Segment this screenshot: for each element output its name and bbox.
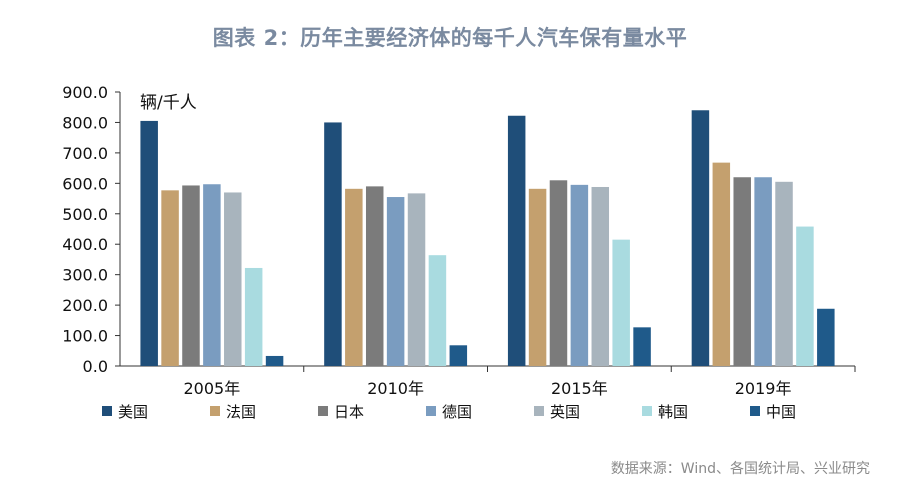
bar-1-3 [507, 115, 526, 366]
bar-2-3 [528, 188, 547, 366]
legend-label: 韩国 [658, 403, 688, 421]
bar-5-4 [775, 181, 793, 366]
legend-swatch [102, 406, 112, 416]
legend-label: 中国 [766, 403, 796, 421]
y-tick-label: 200.0 [62, 296, 108, 315]
bar-6-2 [428, 255, 447, 366]
x-tick-label: 2019年 [735, 379, 792, 398]
y-axis-label: 辆/千人 [140, 93, 197, 113]
bar-1-1 [140, 120, 158, 366]
bar-3-4 [733, 177, 751, 366]
bar-7-1 [265, 355, 284, 366]
legend-label: 德国 [442, 403, 472, 421]
x-tick-label: 2015年 [551, 379, 608, 398]
bar-1-2 [324, 122, 342, 366]
chart-title: 图表 2：历年主要经济体的每千人汽车保有量水平 [212, 26, 688, 50]
bar-7-3 [633, 327, 651, 366]
bar-6-3 [612, 239, 630, 366]
bar-1-4 [691, 110, 710, 367]
bar-3-2 [365, 186, 384, 366]
legend-label: 美国 [118, 403, 148, 421]
bar-2-1 [161, 190, 179, 366]
legend-swatch [318, 406, 328, 416]
source-note: 数据来源：Wind、各国统计局、兴业研究 [610, 461, 870, 477]
bar-4-3 [570, 184, 589, 366]
x-tick-label: 2005年 [184, 379, 241, 398]
y-tick-label: 900.0 [62, 83, 108, 102]
legend-label: 法国 [226, 403, 256, 421]
legend-swatch [642, 406, 652, 416]
bar-6-4 [796, 226, 814, 366]
legend-swatch [426, 406, 436, 416]
y-tick-label: 400.0 [62, 235, 108, 254]
bar-7-4 [817, 308, 835, 366]
bar-4-4 [754, 177, 772, 366]
legend-swatch [750, 406, 760, 416]
x-tick-label: 2010年 [367, 379, 424, 398]
y-tick-label: 500.0 [62, 205, 108, 224]
bar-5-2 [407, 193, 426, 366]
bar-4-2 [386, 197, 405, 366]
legend-swatch [534, 406, 544, 416]
bar-4-1 [203, 184, 221, 366]
y-tick-label: 800.0 [62, 113, 108, 132]
bar-5-1 [224, 192, 242, 366]
bar-3-3 [549, 180, 568, 366]
bar-7-2 [449, 345, 468, 366]
legend-label: 英国 [550, 403, 580, 421]
bar-2-2 [345, 188, 363, 366]
y-tick-label: 300.0 [62, 266, 108, 285]
legend-label: 日本 [334, 403, 364, 421]
bar-6-1 [244, 267, 263, 366]
legend-swatch [210, 406, 220, 416]
bar-2-4 [712, 162, 731, 366]
y-tick-label: 0.0 [83, 357, 108, 376]
y-tick-label: 700.0 [62, 144, 108, 163]
bar-3-1 [182, 185, 200, 366]
y-tick-label: 600.0 [62, 174, 108, 193]
bar-5-3 [591, 186, 610, 366]
y-tick-label: 100.0 [62, 327, 108, 346]
